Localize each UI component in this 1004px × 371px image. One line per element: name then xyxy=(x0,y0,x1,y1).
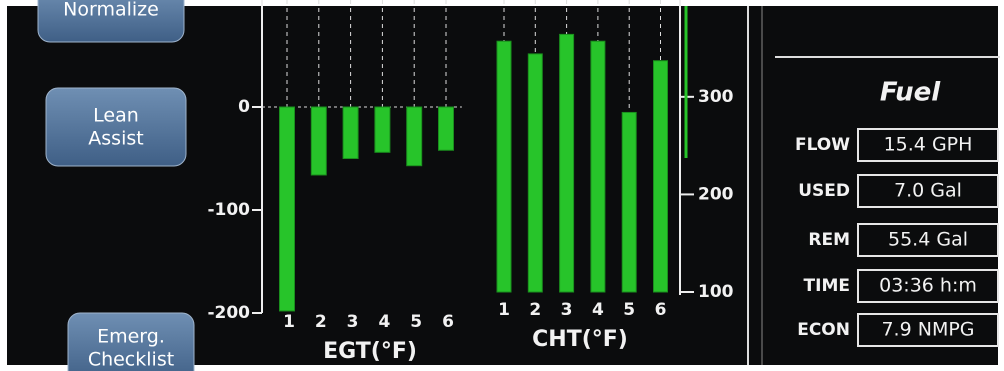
bar xyxy=(654,61,668,292)
screen: Normalize LeanAssist Emerg.Checklist Fue… xyxy=(0,0,1004,371)
fuel-value: 55.4 Gal xyxy=(888,229,968,251)
fuel-label: USED xyxy=(798,181,850,201)
bar xyxy=(591,41,605,292)
fuel-label: REM xyxy=(808,230,850,250)
fuel-label: ECON xyxy=(797,320,850,340)
x-axis-label: EGT(°F) xyxy=(323,339,417,364)
y-tick-label: 0 xyxy=(238,97,250,117)
x-tick-label: 6 xyxy=(442,312,454,332)
y-tick-label: 300 xyxy=(698,87,734,107)
bar xyxy=(407,107,422,166)
x-tick-label: 2 xyxy=(529,300,541,320)
y-tick-label: -100 xyxy=(207,200,250,220)
button-label: Emerg.Checklist xyxy=(88,325,174,370)
bar xyxy=(439,107,454,150)
fuel-label: TIME xyxy=(804,276,850,296)
button-label: Normalize xyxy=(63,0,159,21)
fuel-value: 7.0 Gal xyxy=(894,180,962,202)
x-tick-label: 4 xyxy=(378,312,390,332)
x-tick-label: 3 xyxy=(561,300,573,320)
y-tick-label: -200 xyxy=(207,303,250,323)
bar xyxy=(497,41,511,292)
x-tick-label: 5 xyxy=(623,300,635,320)
x-axis-label: CHT(°F) xyxy=(532,327,628,352)
bar xyxy=(622,112,636,292)
x-tick-label: 1 xyxy=(283,312,295,332)
y-tick-label: 200 xyxy=(698,184,734,204)
x-tick-label: 2 xyxy=(315,312,327,332)
bar xyxy=(560,34,574,292)
y-tick-label: 100 xyxy=(698,282,734,302)
x-tick-label: 1 xyxy=(498,300,510,320)
fuel-label: FLOW xyxy=(795,135,850,155)
fuel-title: Fuel xyxy=(880,78,941,108)
x-tick-label: 6 xyxy=(655,300,667,320)
emergency-checklist-button[interactable]: Emerg.Checklist xyxy=(68,313,194,371)
bar xyxy=(343,107,358,159)
bar xyxy=(375,107,390,152)
x-tick-label: 4 xyxy=(592,300,604,320)
bar xyxy=(528,54,542,292)
fuel-value: 7.9 NMPG xyxy=(881,319,974,341)
fuel-value: 15.4 GPH xyxy=(884,134,973,156)
fuel-value: 03:36 h:m xyxy=(879,275,977,297)
bar xyxy=(311,107,326,175)
normalize-button[interactable]: Normalize xyxy=(38,0,184,42)
bar xyxy=(280,107,295,311)
x-tick-label: 3 xyxy=(347,312,359,332)
x-tick-label: 5 xyxy=(410,312,422,332)
